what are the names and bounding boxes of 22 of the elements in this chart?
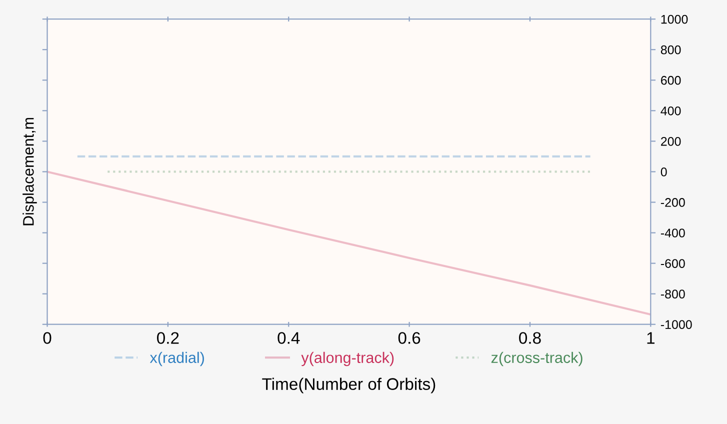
- x-tick-label: 0: [43, 332, 52, 344]
- x-tick-label: 0.8: [519, 332, 541, 344]
- x-axis-title: Time(Number of Orbits): [262, 378, 436, 394]
- y-tick-label: 600: [661, 76, 681, 85]
- y-tick-label: -1000: [660, 320, 692, 330]
- y-tick-label: -400: [660, 228, 685, 238]
- legend-label: y(along-track): [301, 352, 394, 366]
- y-tick-label: 1000: [661, 14, 688, 24]
- legend-label: x(radial): [150, 352, 204, 366]
- y-tick-label: 400: [660, 106, 681, 116]
- x-tick-label: 1: [647, 332, 654, 344]
- y-tick-label: -800: [660, 290, 685, 298]
- y-tick-label: 800: [660, 45, 681, 54]
- x-tick-label: 0.4: [278, 332, 300, 344]
- x-tick-label: 0.2: [157, 332, 179, 344]
- y-tick-label: -200: [660, 198, 685, 207]
- y-tick-label: -600: [660, 259, 685, 268]
- y-axis-title: Displacement,m: [22, 118, 37, 226]
- y-tick-label: 200: [661, 136, 681, 146]
- y-tick-label: 0: [660, 168, 667, 176]
- legend-label: z(cross-track): [491, 352, 582, 366]
- x-tick-label: 0.6: [398, 332, 420, 344]
